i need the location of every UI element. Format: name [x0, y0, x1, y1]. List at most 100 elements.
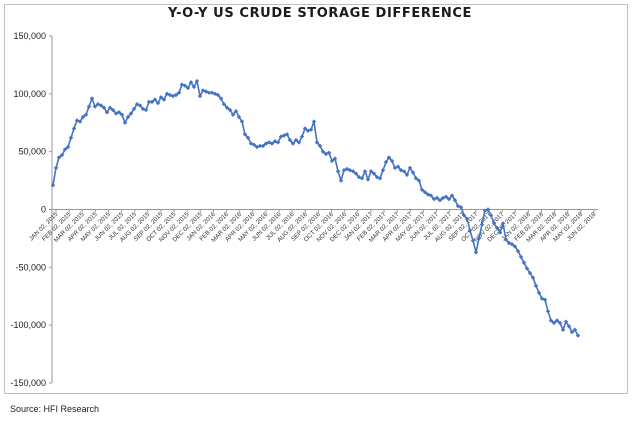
data-point	[107, 105, 113, 110]
data-point	[221, 102, 227, 107]
data-point	[560, 327, 566, 333]
data-point	[161, 97, 167, 102]
data-point	[209, 90, 215, 95]
data-point	[506, 240, 512, 246]
data-point	[464, 216, 470, 221]
data-point	[425, 192, 431, 197]
y-tick-label: 100,000	[13, 89, 46, 99]
data-point	[311, 119, 317, 124]
chart-frame	[4, 4, 628, 394]
data-point	[92, 104, 98, 109]
data-point	[317, 143, 323, 149]
data-point	[545, 309, 551, 314]
data-point	[485, 207, 491, 212]
data-point	[176, 90, 182, 95]
data-point	[191, 84, 197, 90]
data-point	[266, 140, 272, 145]
y-tick-label: -150,000	[10, 378, 46, 388]
data-point	[314, 140, 320, 145]
data-point	[188, 80, 194, 85]
data-point	[56, 155, 62, 160]
data-point	[215, 92, 221, 98]
data-point	[461, 213, 467, 218]
data-point	[416, 178, 422, 183]
data-point	[449, 193, 455, 198]
data-point	[443, 194, 449, 199]
y-tick-label: -50,000	[15, 262, 46, 272]
data-point	[515, 248, 521, 254]
data-point	[359, 176, 365, 181]
data-point	[119, 112, 125, 117]
data-point	[137, 103, 143, 108]
data-point	[197, 93, 203, 99]
data-point	[335, 169, 341, 174]
data-point	[89, 96, 95, 101]
data-point	[212, 91, 218, 96]
data-point	[53, 165, 59, 171]
data-point	[452, 198, 458, 203]
source-note: Source: HFI Research	[10, 404, 100, 414]
y-tick-label: -100,000	[10, 320, 46, 330]
data-point	[185, 85, 191, 91]
data-point	[479, 222, 485, 227]
data-point	[290, 141, 296, 146]
series-line	[52, 80, 579, 336]
data-point	[401, 169, 407, 174]
data-point	[407, 165, 413, 171]
data-point	[329, 158, 335, 164]
data-point	[392, 165, 398, 171]
data-point	[293, 137, 299, 143]
data-point	[155, 100, 161, 106]
data-point	[512, 244, 518, 249]
data-point	[239, 119, 245, 124]
data-point	[404, 172, 410, 177]
data-point	[110, 107, 116, 113]
data-point	[365, 177, 371, 182]
data-point	[131, 106, 137, 112]
data-point	[203, 89, 209, 94]
data-point	[413, 176, 419, 181]
data-point	[368, 169, 374, 174]
data-point	[140, 106, 146, 112]
data-point	[182, 83, 188, 88]
data-point	[257, 143, 263, 149]
data-point	[233, 109, 239, 114]
data-point	[428, 193, 434, 198]
data-point	[101, 105, 107, 110]
y-tick-label: 50,000	[18, 147, 46, 157]
data-point	[530, 275, 536, 280]
data-point	[122, 120, 128, 125]
data-point	[62, 147, 68, 152]
data-point	[395, 164, 401, 169]
data-point	[569, 329, 575, 335]
data-point	[455, 203, 461, 209]
data-point	[563, 319, 569, 324]
data-point	[152, 97, 158, 102]
data-point	[338, 178, 344, 183]
data-point	[533, 283, 539, 289]
data-point	[200, 88, 206, 93]
data-point	[284, 132, 290, 137]
data-point	[242, 132, 248, 137]
data-point	[419, 187, 425, 192]
data-point	[491, 221, 497, 226]
data-point	[518, 254, 524, 260]
data-point	[299, 134, 305, 139]
data-point	[98, 103, 104, 108]
data-point	[467, 228, 473, 233]
data-point	[77, 119, 83, 124]
data-point	[503, 237, 509, 242]
data-point	[179, 82, 185, 87]
data-point	[575, 333, 581, 338]
data-point	[254, 144, 260, 150]
data-point	[440, 195, 446, 201]
data-point	[251, 142, 257, 147]
data-point	[308, 127, 314, 132]
data-point	[437, 198, 443, 203]
data-point	[170, 93, 176, 99]
data-point	[104, 110, 110, 115]
data-point	[488, 213, 494, 218]
y-tick-label: 150,000	[13, 31, 46, 41]
data-point	[422, 190, 428, 195]
